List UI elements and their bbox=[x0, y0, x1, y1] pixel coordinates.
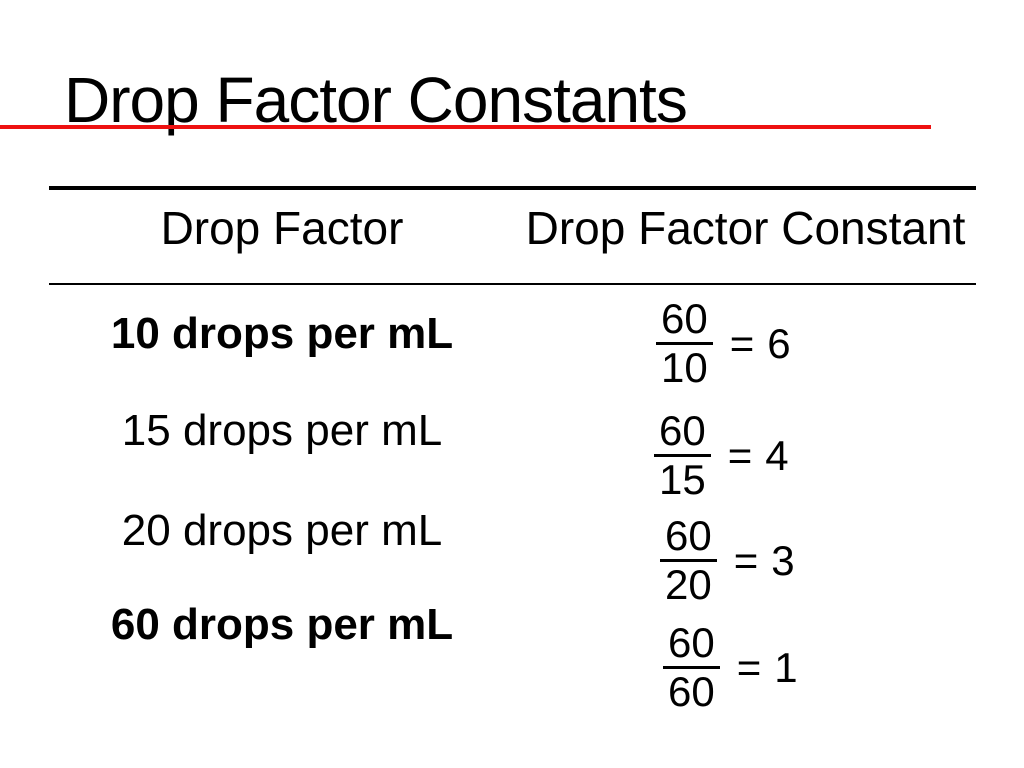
table-cell-drop-factor-20: 20 drops per mL bbox=[121, 506, 443, 555]
equals-sign: = bbox=[727, 431, 753, 479]
constant-result: 1 bbox=[774, 643, 798, 691]
table-cell-drop-factor-15: 15 drops per mL bbox=[121, 406, 443, 455]
table-cell-constant-equation-20: 60 20 = 3 bbox=[660, 513, 795, 608]
fraction-numerator: 60 bbox=[668, 619, 715, 666]
slide-title: Drop Factor Constants bbox=[64, 64, 688, 136]
table-cell-constant-equation-10: 60 10 = 6 bbox=[656, 296, 791, 391]
drop-factor-table: Drop Factor Drop Factor Constant 10 drop… bbox=[49, 186, 976, 768]
fraction: 60 60 bbox=[663, 620, 720, 715]
table-cell-drop-factor-10: 10 drops per mL bbox=[110, 309, 454, 358]
equals-sign: = bbox=[736, 643, 762, 691]
table-header-row: Drop Factor Drop Factor Constant bbox=[49, 190, 976, 285]
title-underline-rule bbox=[0, 125, 931, 129]
fraction: 60 20 bbox=[660, 513, 717, 608]
table-body: 10 drops per mL 60 10 = 6 15 drops per m… bbox=[49, 285, 976, 768]
equals-sign: = bbox=[729, 319, 755, 367]
fraction-denominator: 60 bbox=[663, 666, 720, 715]
fraction-denominator: 15 bbox=[654, 454, 711, 503]
table-cell-constant-equation-60: 60 60 = 1 bbox=[663, 620, 798, 715]
fraction-denominator: 20 bbox=[660, 559, 717, 608]
column-header-drop-factor: Drop Factor bbox=[160, 202, 404, 254]
fraction: 60 15 bbox=[654, 408, 711, 503]
fraction-numerator: 60 bbox=[665, 512, 712, 559]
table-cell-constant-equation-15: 60 15 = 4 bbox=[654, 408, 789, 503]
constant-result: 3 bbox=[771, 536, 795, 584]
constant-result: 6 bbox=[767, 319, 791, 367]
column-header-drop-factor-constant: Drop Factor Constant bbox=[525, 202, 966, 254]
constant-result: 4 bbox=[765, 431, 789, 479]
equals-sign: = bbox=[733, 536, 759, 584]
fraction-numerator: 60 bbox=[661, 295, 708, 342]
fraction: 60 10 bbox=[656, 296, 713, 391]
fraction-numerator: 60 bbox=[659, 407, 706, 454]
table-cell-drop-factor-60: 60 drops per mL bbox=[110, 600, 454, 649]
fraction-denominator: 10 bbox=[656, 342, 713, 391]
